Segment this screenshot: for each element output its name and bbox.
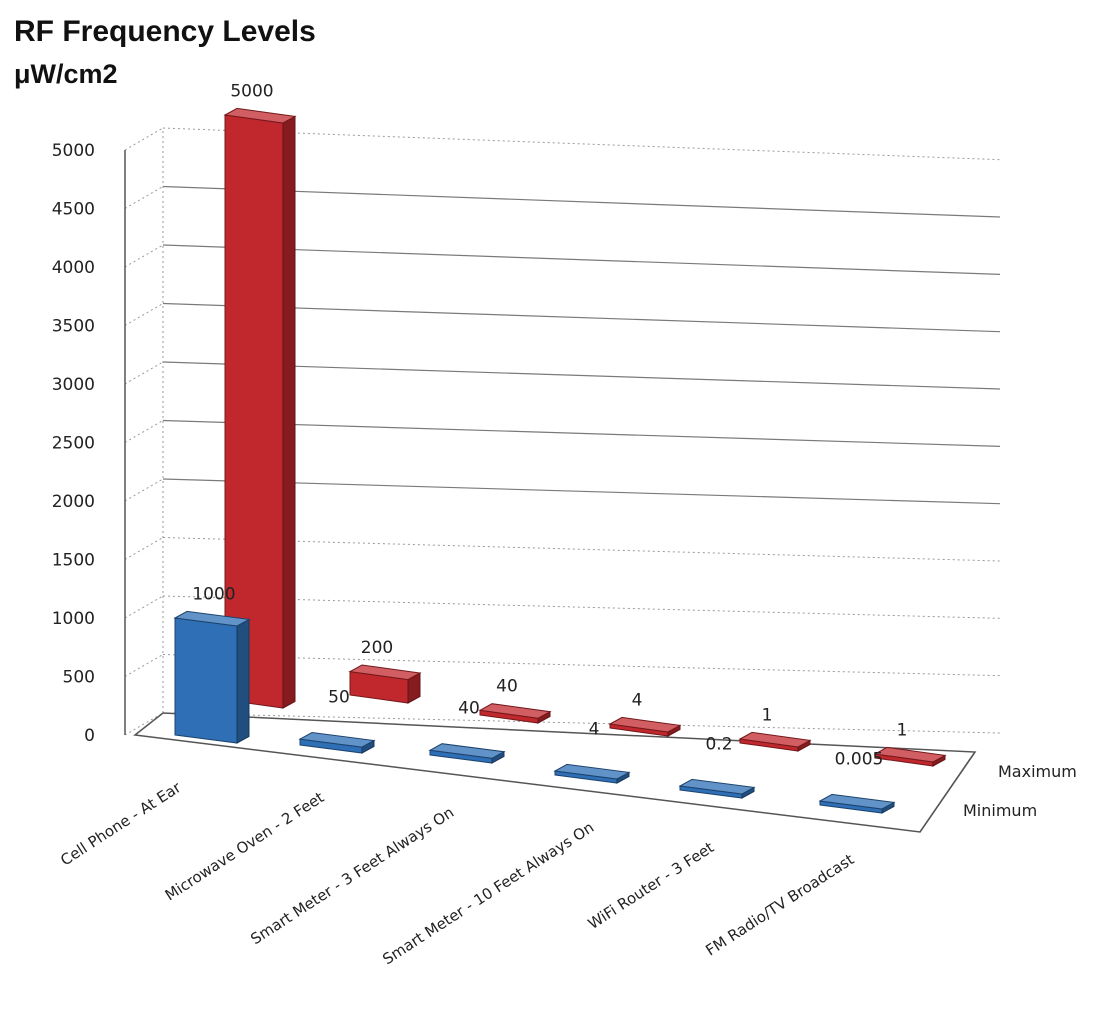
y-tick-label: 1500 — [52, 551, 95, 571]
side-gridline — [124, 361, 164, 385]
bar-side — [236, 618, 250, 744]
bar-front — [174, 617, 238, 744]
bar-top — [348, 664, 422, 681]
gridlines — [124, 127, 1001, 736]
bar-minimum — [553, 763, 631, 784]
side-gridline — [124, 244, 164, 268]
bar-maximum — [348, 664, 422, 704]
x-tick-label: FM Radio/TV Broadcast — [702, 850, 857, 959]
side-gridline — [124, 420, 164, 443]
y-tick-label: 1000 — [52, 609, 95, 629]
x-tick-label: Cell Phone - At Ear — [57, 778, 185, 870]
bar-minimum — [298, 731, 376, 754]
data-label-maximum: 1 — [897, 720, 908, 740]
back-gridline — [162, 244, 1001, 275]
bar-top — [173, 610, 251, 627]
data-label-minimum: 0.005 — [835, 749, 884, 769]
y-tick-label: 2500 — [52, 434, 95, 454]
back-gridline — [162, 478, 1001, 505]
bar-maximum — [873, 746, 947, 767]
side-gridline — [124, 712, 164, 736]
back-gridline — [162, 361, 1001, 390]
series-axis-line — [919, 751, 976, 833]
bar-minimum — [173, 610, 251, 744]
bar-side — [282, 115, 296, 709]
bar-maximum — [608, 716, 682, 737]
bar-maximum — [223, 107, 297, 709]
back-gridline — [162, 185, 1001, 218]
data-label-minimum: 50 — [328, 688, 350, 708]
y-tick-label: 5000 — [52, 141, 95, 161]
data-label-minimum: 40 — [458, 699, 480, 719]
side-gridline — [124, 654, 164, 677]
y-tick-label: 3500 — [52, 317, 95, 337]
series-axis: Maximum Minimum — [919, 751, 1077, 833]
y-tick-label: 2000 — [52, 492, 95, 512]
data-label-minimum: 0.2 — [705, 734, 732, 754]
bar-top — [478, 703, 552, 719]
side-gridline — [124, 478, 164, 502]
y-tick-label: 500 — [63, 668, 95, 688]
side-gridline — [124, 537, 164, 560]
data-label-minimum: 4 — [589, 719, 600, 739]
bar-minimum — [678, 778, 756, 799]
bars — [173, 107, 947, 814]
y-tick-label: 3000 — [52, 375, 95, 395]
bar-maximum — [478, 703, 552, 724]
data-label-maximum: 5000 — [230, 81, 273, 101]
bar-top — [223, 107, 297, 124]
y-axis: 0 500 1000 1500 2000 2500 3000 3500 4000 4500 5000 — [52, 141, 95, 746]
data-label-maximum: 1 — [762, 705, 773, 725]
bar-top — [298, 731, 376, 748]
data-label-maximum: 200 — [361, 638, 393, 658]
back-gridline — [162, 419, 1001, 447]
side-gridline — [124, 595, 164, 619]
series-label-maximum: Maximum — [998, 762, 1077, 781]
y-tick-label: 4500 — [52, 200, 95, 220]
data-label-maximum: 4 — [632, 690, 643, 710]
chart-title: RF Frequency Levels — [14, 15, 316, 48]
bar-minimum — [818, 793, 896, 814]
back-gridline — [162, 302, 1001, 333]
y-tick-label: 0 — [84, 726, 95, 746]
y-tick-label: 4000 — [52, 258, 95, 278]
bar-top — [873, 746, 947, 763]
x-tick-label: WiFi Router - 3 Feet — [585, 838, 718, 933]
bar-top — [608, 716, 682, 733]
side-gridline — [124, 303, 164, 326]
side-gridline — [124, 127, 164, 151]
data-label-maximum: 40 — [496, 677, 518, 697]
data-label-minimum: 1000 — [192, 584, 235, 604]
bar-top — [678, 778, 756, 795]
bar-maximum — [738, 731, 812, 752]
bar-minimum — [428, 743, 506, 764]
bar-top — [553, 763, 631, 780]
x-tick-label: Microwave Oven - 2 Feet — [162, 788, 328, 904]
data-labels: 5000 200 40 4 1 1 1000 50 40 4 0.2 0.005 — [192, 81, 907, 769]
bar-top — [428, 743, 506, 759]
series-label-minimum: Minimum — [963, 801, 1037, 820]
bar-top — [818, 793, 896, 810]
chart-subtitle: μW/cm2 — [14, 59, 118, 89]
side-gridline — [124, 186, 164, 209]
bar-top — [738, 731, 812, 748]
